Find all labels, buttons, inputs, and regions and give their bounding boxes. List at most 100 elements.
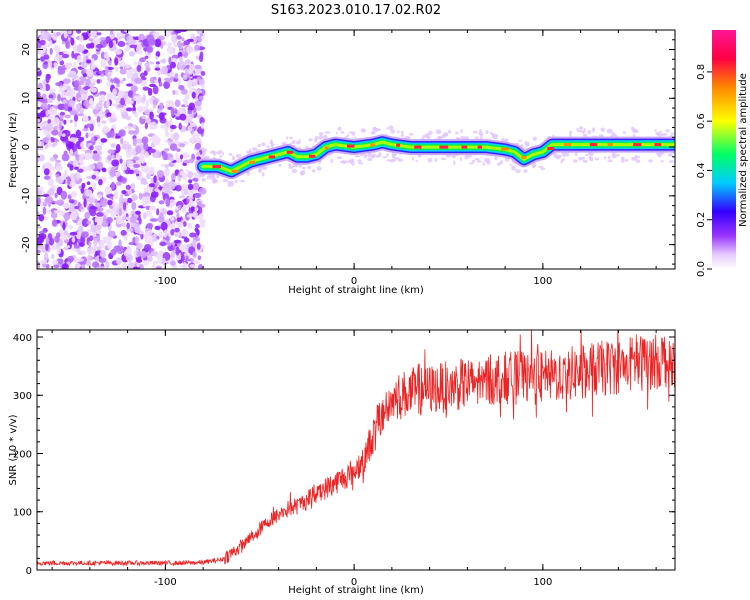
noise-blob — [56, 246, 62, 255]
noise-blob — [107, 149, 116, 155]
noise-blob — [99, 37, 106, 41]
ridge-peak — [268, 155, 276, 159]
noise-blob — [126, 160, 134, 168]
noise-blob — [96, 51, 101, 55]
noise-blob — [171, 107, 175, 117]
noise-blob — [107, 154, 112, 161]
halo-dot — [205, 155, 210, 160]
halo-dot — [386, 159, 392, 162]
noise-blob — [97, 206, 103, 213]
noise-blob — [196, 76, 201, 82]
colorbar-label: Normalized spectral amplitude — [738, 73, 749, 227]
noise-blob — [167, 242, 172, 247]
halo-dot — [390, 129, 395, 134]
halo-dot — [409, 133, 414, 136]
halo-dot — [394, 157, 401, 160]
noise-blob — [196, 30, 203, 35]
noise-blob — [150, 250, 158, 257]
noise-blob — [176, 217, 182, 222]
noise-blob — [69, 137, 77, 143]
halo-dot — [318, 135, 323, 140]
heatmap-content — [37, 30, 675, 269]
noise-blob — [118, 201, 124, 211]
noise-blob — [48, 94, 54, 99]
colorbar-tick-label: 0.2 — [696, 212, 707, 228]
noise-blob — [110, 143, 116, 148]
noise-blob — [53, 62, 58, 68]
noise-blob — [49, 156, 55, 162]
noise-blob — [99, 114, 106, 119]
noise-blob — [45, 196, 53, 203]
snr-y-tick-label: 0 — [26, 566, 32, 577]
halo-dot — [307, 165, 312, 170]
noise-blob — [86, 123, 92, 128]
halo-dot — [451, 154, 456, 159]
halo-dot — [400, 134, 405, 138]
halo-dot — [585, 154, 589, 157]
noise-blob — [79, 35, 84, 42]
noise-blob — [86, 220, 92, 224]
noise-blob — [37, 154, 45, 162]
halo-dot — [592, 128, 595, 133]
colorbar-tick-label: 0.0 — [696, 261, 707, 277]
noise-blob — [115, 32, 124, 37]
noise-blob — [96, 224, 102, 231]
noise-blob — [132, 138, 137, 147]
noise-blob — [134, 77, 143, 84]
halo-dot — [266, 145, 270, 148]
halo-dot — [396, 130, 400, 134]
halo-dot — [348, 131, 355, 134]
halo-dot — [612, 152, 616, 156]
noise-blob — [160, 221, 168, 231]
noise-blob — [183, 237, 190, 243]
noise-blob — [43, 54, 50, 60]
ridge-peak — [249, 160, 256, 164]
noise-blob — [149, 148, 156, 153]
noise-blob — [162, 151, 168, 161]
halo-dot — [434, 158, 438, 162]
halo-dot — [525, 141, 530, 146]
noise-blob — [77, 201, 81, 208]
halo-dot — [611, 132, 616, 137]
noise-blob — [90, 84, 94, 90]
noise-blob — [134, 235, 140, 245]
noise-blob — [73, 80, 80, 87]
halo-dot — [556, 156, 560, 160]
noise-blob — [65, 40, 70, 49]
noise-blob — [68, 180, 77, 188]
noise-blob — [165, 198, 171, 207]
noise-blob — [121, 263, 127, 269]
noise-blob — [152, 238, 157, 242]
halo-dot — [357, 162, 364, 165]
halo-dot — [496, 162, 501, 166]
noise-blob — [110, 208, 117, 218]
halo-dot — [583, 133, 588, 138]
noise-blob — [105, 260, 110, 269]
halo-dot — [261, 172, 265, 177]
noise-blob — [115, 135, 121, 139]
noise-blob — [69, 100, 76, 106]
halo-dot — [474, 158, 480, 161]
noise-blob — [62, 83, 68, 89]
noise-blob — [192, 131, 197, 139]
snr-y-tick-label: 300 — [13, 391, 32, 402]
heatmap-y-tick-label: -10 — [21, 188, 32, 204]
noise-blob — [54, 138, 60, 143]
noise-blob — [99, 266, 106, 269]
noise-blob — [192, 210, 198, 219]
halo-dot — [397, 158, 404, 162]
noise-blob — [120, 97, 126, 106]
noise-blob — [132, 156, 140, 162]
noise-blob — [132, 110, 137, 115]
noise-blob — [42, 30, 50, 40]
noise-blob — [82, 128, 89, 132]
noise-blob — [96, 79, 101, 84]
halo-dot — [335, 131, 338, 135]
noise-blob — [100, 138, 108, 143]
noise-blob — [76, 113, 85, 117]
noise-blob — [83, 100, 91, 107]
noise-blob — [131, 201, 137, 211]
halo-dot — [634, 129, 639, 133]
